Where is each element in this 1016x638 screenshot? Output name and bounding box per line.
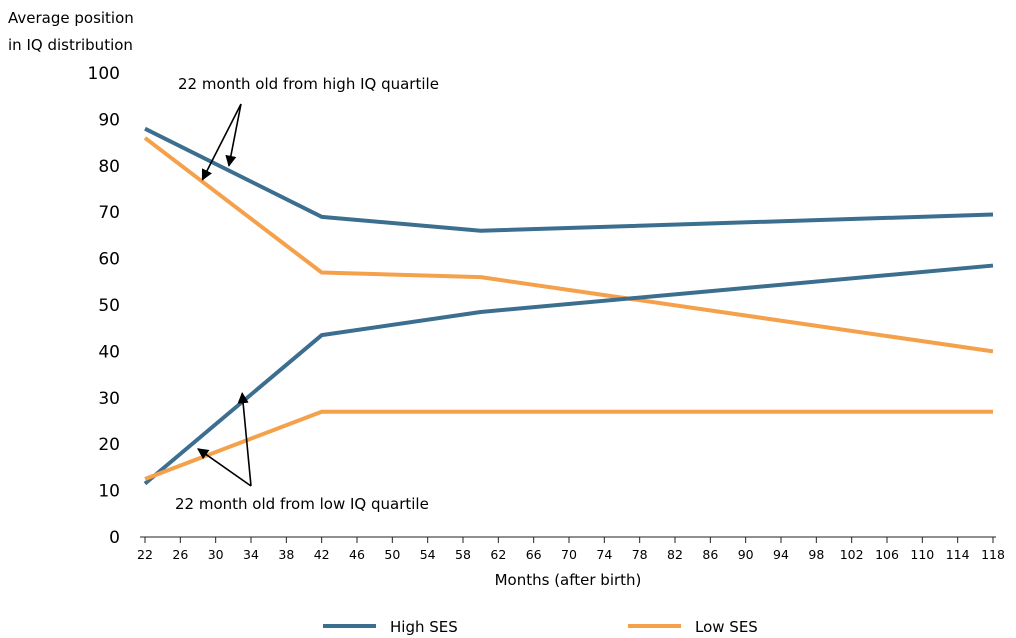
annotation-text: 22 month old from low IQ quartile [175,495,429,513]
x-tick-label: 74 [596,547,612,562]
annotation-arrow [201,103,242,181]
x-tick-label: 58 [455,547,471,562]
x-tick-label: 54 [420,547,436,562]
legend: High SES Low SES [323,618,758,636]
series-line-low-ses-3 [144,409,993,481]
x-tick-label: 70 [561,547,577,562]
series-line-high-ses-0 [144,126,994,233]
x-axis-ticks: 22 26 30 34 38 42 46 50 54 58 62 66 70 74 78 82 86 90 94 98… [137,537,1005,562]
y-tick-label: 10 [98,482,120,502]
y-tick-label: 30 [98,389,120,409]
y-axis-label: Average position in IQ distribution [8,8,139,54]
x-tick-label: 102 [840,547,864,562]
y-axis-label-line-1: Average position [8,9,134,27]
series-lines [143,126,994,486]
x-tick-label: 118 [981,547,1005,562]
series-line-low-ses-1 [143,136,994,354]
y-tick-label: 20 [98,435,120,455]
x-tick-label: 114 [946,547,970,562]
x-tick-label: 110 [910,547,934,562]
y-axis-label-line-2: in IQ distribution [8,36,133,54]
y-tick-label: 0 [109,528,120,548]
y-tick-label: 100 [88,64,120,84]
y-axis-ticks: 0 10 20 30 40 50 60 70 80 90 100 [88,64,120,548]
x-tick-label: 78 [632,547,648,562]
x-tick-label: 26 [172,547,188,562]
y-tick-label: 80 [98,157,120,177]
series-line-high-ses-2 [143,263,994,486]
x-tick-label: 42 [314,547,330,562]
annotation-arrow [237,392,252,487]
annotations: 22 month old from high IQ quartile 22 mon… [175,75,439,513]
x-tick-label: 22 [137,547,153,562]
legend-label: Low SES [695,618,758,636]
y-tick-label: 90 [98,110,120,130]
y-tick-label: 70 [98,203,120,223]
x-tick-label: 82 [667,547,683,562]
annotation-text: 22 month old from high IQ quartile [178,75,439,93]
x-tick-label: 46 [349,547,365,562]
x-tick-label: 30 [208,547,224,562]
x-tick-label: 38 [278,547,294,562]
annotation-arrow [197,448,252,487]
x-tick-label: 62 [490,547,506,562]
x-tick-label: 90 [738,547,754,562]
y-tick-label: 40 [98,342,120,362]
x-tick-label: 34 [243,547,259,562]
x-tick-label: 106 [875,547,899,562]
x-tick-label: 66 [526,547,542,562]
y-tick-label: 50 [98,296,120,316]
x-tick-label: 98 [808,547,824,562]
x-tick-label: 86 [702,547,718,562]
x-tick-label: 50 [384,547,400,562]
legend-label: High SES [390,618,458,636]
x-tick-label: 94 [773,547,789,562]
y-tick-label: 60 [98,250,120,270]
x-axis-label: Months (after birth) [495,571,642,589]
annotation-arrow [225,103,242,167]
